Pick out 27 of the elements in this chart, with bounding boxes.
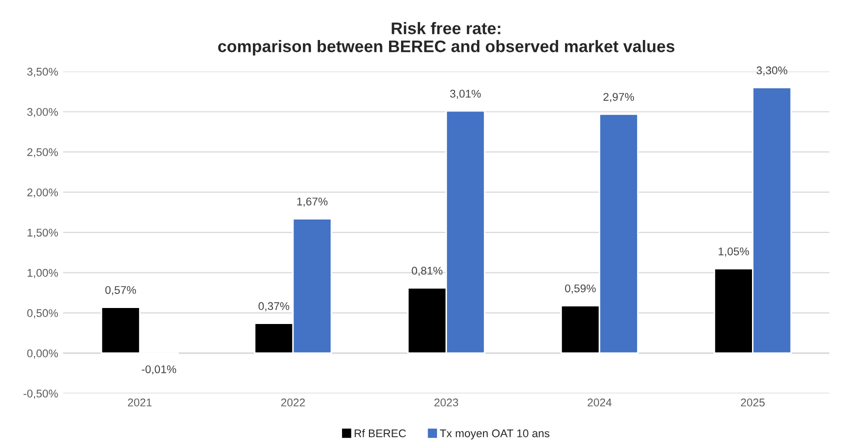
y-tick-label: -0,50%	[24, 390, 58, 399]
y-tick-label: 2,00%	[27, 188, 58, 198]
legend-label: Tx moyen OAT 10 ans	[440, 429, 550, 440]
data-label: 1,67%	[297, 198, 328, 207]
data-label: 3,01%	[450, 90, 481, 99]
y-tick-label: 2,50%	[27, 148, 58, 158]
data-label: -0,01%	[142, 365, 176, 375]
data-label: 0,37%	[258, 302, 290, 312]
x-tick-label: 2021	[128, 398, 152, 406]
y-tick-label: 0,50%	[27, 309, 58, 318]
y-tick-label: 3,00%	[27, 108, 58, 118]
y-tick-label: 1,00%	[28, 268, 58, 278]
data-label: 1,05%	[718, 247, 749, 257]
data-label: 0,81%	[412, 266, 442, 276]
y-tick-label: 3,50%	[27, 68, 58, 77]
x-tick-label: 2025	[740, 398, 765, 406]
data-label: 0,59%	[565, 284, 596, 294]
x-tick-label: 2022	[281, 398, 305, 406]
y-tick-label: 1,50%	[28, 228, 58, 238]
legend-label: Rf BEREC	[354, 429, 406, 438]
y-tick-label: 0,00%	[27, 349, 58, 359]
chart-title: Risk free rate: comparison between BEREC and observed market values	[218, 22, 674, 56]
data-label: 0,57%	[105, 286, 136, 296]
x-tick-label: 2024	[588, 398, 612, 406]
data-label: 2,97%	[603, 92, 634, 102]
data-label: 3,30%	[756, 66, 788, 76]
x-tick-label: 2023	[434, 398, 458, 406]
